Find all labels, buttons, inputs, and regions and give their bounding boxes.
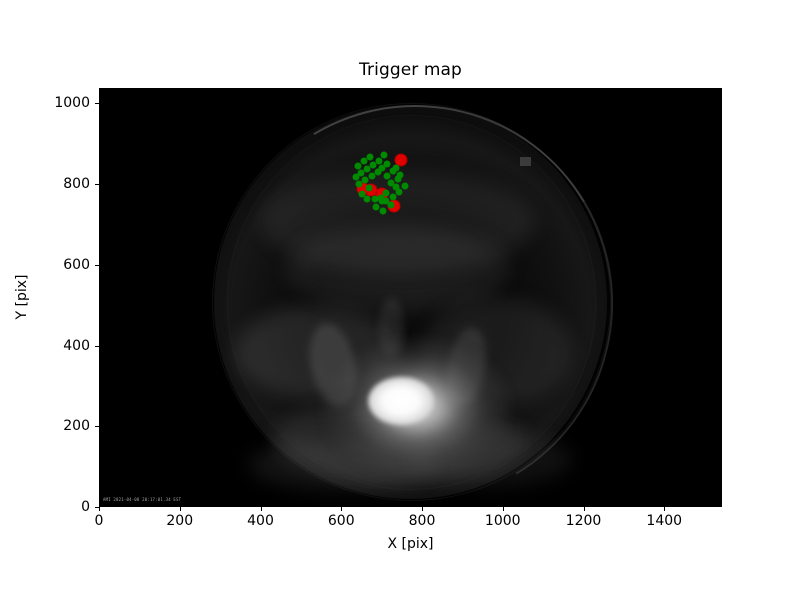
trigger-marker-green[interactable] (366, 153, 374, 161)
x-tick-label: 200 (166, 513, 194, 529)
x-tick (179, 507, 181, 511)
x-tick (341, 507, 343, 511)
trigger-marker-green[interactable] (383, 160, 391, 168)
x-tick-label: 1200 (565, 513, 602, 529)
trigger-marker-green[interactable] (355, 180, 363, 188)
trigger-marker-green[interactable] (368, 172, 376, 180)
y-tick-label: 600 (63, 256, 90, 273)
dome-mount-bracket (519, 157, 531, 167)
camera-timestamp: AMI 2021-04-08 20:17:01.34 EST (103, 497, 182, 502)
trigger-marker-green[interactable] (389, 193, 397, 201)
trigger-marker-green[interactable] (365, 184, 373, 192)
trigger-marker-red[interactable] (394, 153, 408, 167)
trigger-marker-green[interactable] (361, 176, 369, 184)
y-tick (95, 426, 99, 428)
glow-core (368, 377, 434, 426)
trigger-marker-green[interactable] (378, 164, 386, 172)
trigger-marker-green[interactable] (395, 188, 403, 196)
plot-area[interactable]: AMI 2021-04-08 20:17:01.34 EST (99, 88, 722, 507)
x-tick-label: 800 (408, 513, 436, 529)
trigger-marker-green[interactable] (354, 162, 362, 169)
trigger-marker-green[interactable] (389, 167, 397, 175)
trigger-marker-green[interactable] (357, 169, 365, 177)
x-tick (422, 507, 423, 511)
y-tick-label: 200 (63, 418, 90, 435)
x-tick-label: 600 (327, 513, 355, 529)
x-tick (99, 507, 100, 511)
trigger-marker-green[interactable] (387, 179, 395, 187)
trigger-marker-green[interactable] (379, 207, 387, 215)
dome-rim-inner (226, 115, 597, 491)
x-tick (664, 507, 666, 511)
cloud-band (285, 226, 511, 311)
x-tick (502, 507, 504, 511)
trigger-marker-green[interactable] (392, 164, 400, 172)
y-tick (95, 507, 99, 508)
y-tick-label: 0 (81, 499, 90, 515)
trigger-marker-green[interactable] (360, 157, 368, 165)
y-tick (95, 345, 99, 347)
dome-rim-outer (212, 103, 611, 502)
trigger-marker-green[interactable] (363, 165, 371, 173)
x-axis-label: X [pix] (387, 536, 434, 552)
y-tick (95, 184, 99, 186)
trigger-marker-green[interactable] (383, 172, 391, 180)
trigger-marker-green[interactable] (382, 197, 390, 205)
trigger-marker-green[interactable] (372, 203, 380, 211)
x-tick-label: 1400 (646, 513, 683, 529)
x-tick (583, 507, 585, 511)
trigger-marker-green[interactable] (352, 173, 360, 181)
trigger-marker-green[interactable] (374, 168, 382, 176)
trigger-marker-green[interactable] (358, 190, 366, 198)
trigger-marker-green[interactable] (382, 189, 390, 197)
y-axis-label-text: Y [pix] (14, 274, 30, 320)
y-tick-label: 800 (63, 176, 90, 193)
y-tick-label: 400 (63, 337, 90, 354)
trigger-marker-green[interactable] (375, 157, 383, 165)
trigger-marker-green[interactable] (394, 175, 402, 183)
trigger-marker-green[interactable] (387, 201, 394, 209)
y-tick (95, 103, 99, 105)
x-tick-label: 1000 (484, 513, 521, 529)
chart-title: Trigger map (359, 60, 462, 80)
trigger-marker-green[interactable] (377, 194, 385, 202)
x-tick-label: 0 (94, 513, 104, 529)
trigger-marker-green[interactable] (396, 171, 404, 179)
x-tick (260, 507, 262, 511)
trigger-marker-green[interactable] (392, 183, 400, 191)
x-tick-label: 400 (247, 513, 274, 529)
trigger-marker-green[interactable] (371, 195, 379, 203)
trigger-marker-green[interactable] (363, 195, 371, 203)
trigger-marker-green[interactable] (380, 151, 388, 159)
y-tick (95, 264, 99, 266)
trigger-marker-green[interactable] (401, 182, 409, 190)
trigger-marker-green[interactable] (378, 197, 386, 205)
allsky-image: AMI 2021-04-08 20:17:01.34 EST (99, 88, 722, 507)
y-tick-label: 1000 (54, 95, 90, 112)
trigger-marker-green[interactable] (369, 161, 377, 169)
